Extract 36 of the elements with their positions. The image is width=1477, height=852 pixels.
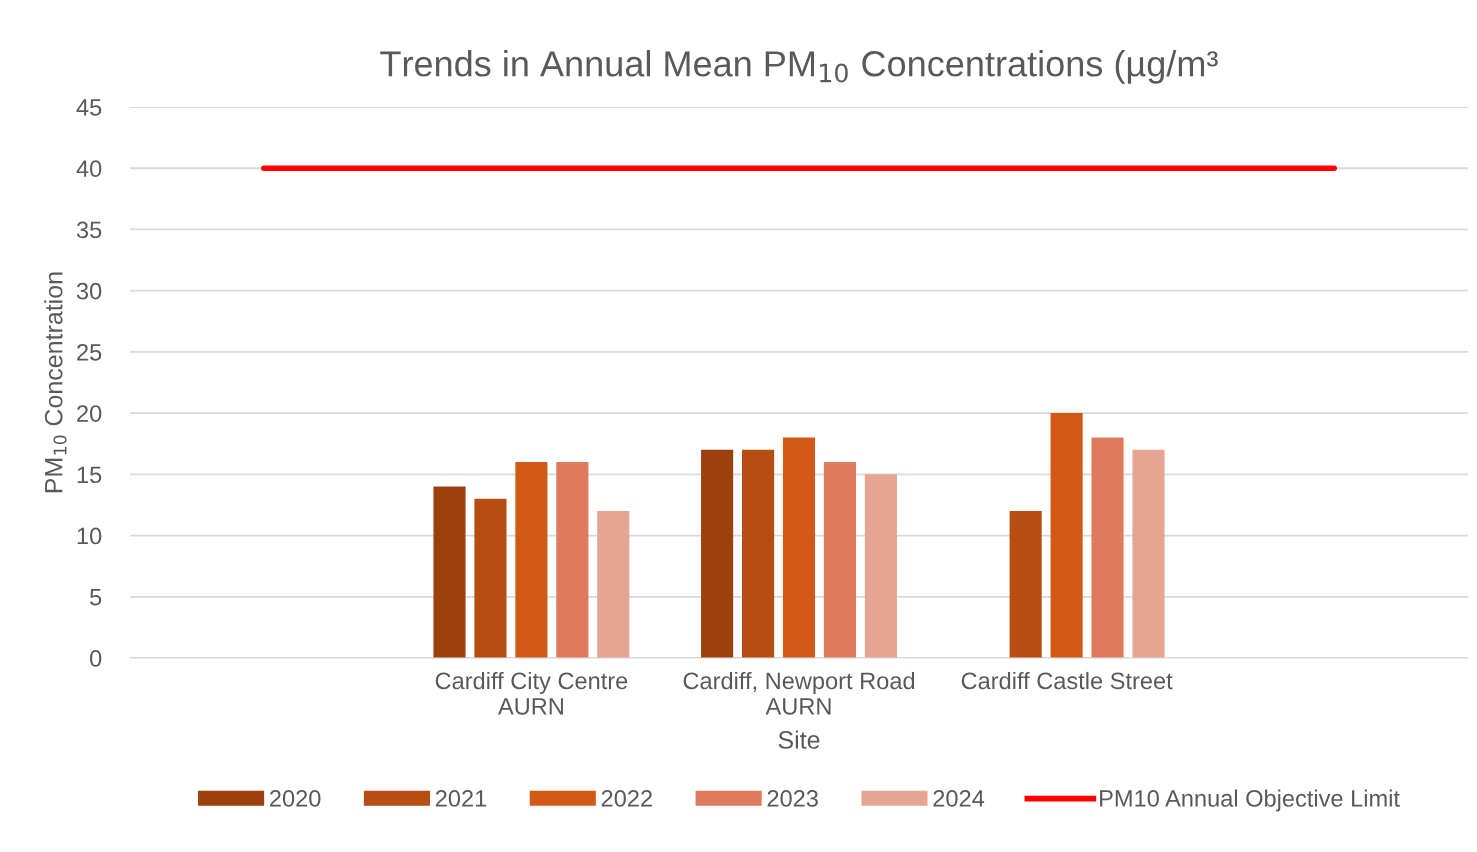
x-tick-label: Cardiff City Centre AURN <box>435 671 628 715</box>
legend-label: 2024 <box>933 790 985 807</box>
y-tick-label: 20 <box>77 405 102 422</box>
bar <box>433 486 466 658</box>
y-tick-label: 30 <box>76 282 102 300</box>
bar <box>1050 413 1083 658</box>
y-tick-label: 0 <box>90 650 102 667</box>
y-tick-label: 45 <box>76 99 102 116</box>
bar <box>864 474 897 658</box>
legend-label: PM10 Annual Objective Limit <box>1100 789 1400 812</box>
y-axis-title: PM$_{10}$ Concentration <box>44 272 67 493</box>
legend-label: 2023 <box>767 790 818 807</box>
x-axis-title: Site <box>778 730 820 749</box>
y-tick-label: 5 <box>90 589 102 606</box>
y-tick-label: 35 <box>76 221 102 239</box>
y-tick-label: 15 <box>77 466 102 484</box>
bar <box>597 511 630 658</box>
bar <box>515 462 548 658</box>
bar <box>1091 437 1124 658</box>
y-tick-label: 40 <box>76 160 102 178</box>
bar <box>1009 511 1042 658</box>
bar <box>1132 449 1165 658</box>
bar <box>782 437 816 658</box>
x-tick-label: Cardiff Castle Street <box>961 671 1173 690</box>
bar <box>701 449 734 658</box>
y-tick-label: 10 <box>77 527 102 545</box>
bar <box>474 498 507 658</box>
bar <box>742 449 775 658</box>
chart-title: Trends in Annual Mean PM$_{10}$ Concentrations (µg/m³ <box>380 50 1218 84</box>
y-tick-label: 25 <box>77 343 102 361</box>
bar <box>823 462 856 658</box>
legend-label: 2021 <box>435 790 487 807</box>
x-tick-label: Cardiff, Newport Road AURN <box>683 671 915 715</box>
bar <box>556 462 589 658</box>
legend-label: 2022 <box>601 790 652 807</box>
legend-label: 2020 <box>270 790 321 807</box>
